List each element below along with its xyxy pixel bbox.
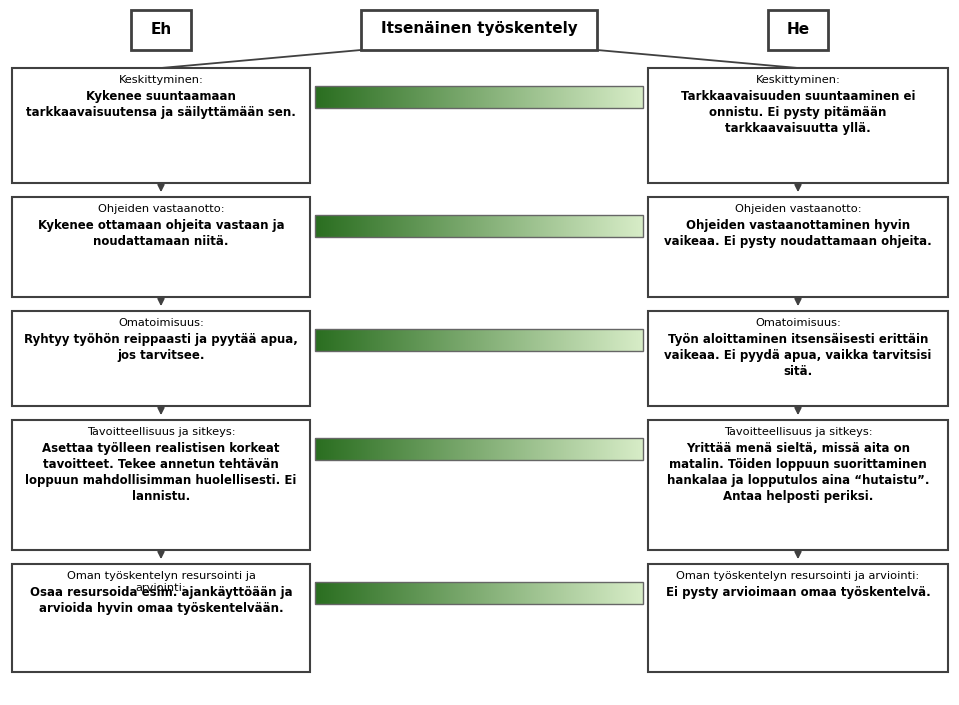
Text: Oman työskentelyn resursointi ja
arviointi:: Oman työskentelyn resursointi ja arvioin…: [66, 571, 255, 594]
Text: Osaa resursoida esim. ajankäyttöään ja
arvioida hyvin omaa työskentelvään.: Osaa resursoida esim. ajankäyttöään ja a…: [30, 586, 292, 615]
Text: He: He: [786, 21, 809, 37]
Text: Työn aloittaminen itsensäisesti erittäin
vaikeaa. Ei pyydä apua, vaikka tarvitsi: Työn aloittaminen itsensäisesti erittäin…: [665, 333, 932, 378]
Text: Itsenäinen työskentely: Itsenäinen työskentely: [381, 21, 577, 37]
Text: Asettaa työlleen realistisen korkeat
tavoitteet. Tekee annetun tehtävän
loppuun : Asettaa työlleen realistisen korkeat tav…: [25, 442, 296, 503]
Bar: [648, 420, 948, 550]
Bar: [315, 329, 643, 351]
Bar: [315, 215, 643, 237]
Text: Ei pysty arvioimaan omaa työskentelvä.: Ei pysty arvioimaan omaa työskentelvä.: [666, 586, 930, 599]
Bar: [648, 197, 948, 297]
Bar: [315, 438, 643, 460]
Text: Yrittää menä sieltä, missä aita on
matalin. Töiden loppuun suorittaminen
hankala: Yrittää menä sieltä, missä aita on matal…: [667, 442, 929, 503]
Bar: [12, 564, 310, 672]
Text: Eh: Eh: [151, 21, 172, 37]
Text: Omatoimisuus:: Omatoimisuus:: [755, 318, 841, 328]
Text: Kykenee ottamaan ohjeita vastaan ja
noudattamaan niitä.: Kykenee ottamaan ohjeita vastaan ja noud…: [37, 219, 284, 248]
Bar: [315, 582, 643, 604]
Text: Keskittyminen:: Keskittyminen:: [119, 75, 203, 85]
Bar: [12, 311, 310, 406]
Text: Ohjeiden vastaanotto:: Ohjeiden vastaanotto:: [98, 204, 224, 214]
Bar: [648, 68, 948, 183]
Text: Ohjeiden vastaanotto:: Ohjeiden vastaanotto:: [735, 204, 861, 214]
Bar: [12, 197, 310, 297]
Text: Tarkkaavaisuuden suuntaaminen ei
onnistu. Ei pysty pitämään
tarkkaavaisuutta yll: Tarkkaavaisuuden suuntaaminen ei onnistu…: [681, 90, 915, 135]
Text: Oman työskentelyn resursointi ja arviointi:: Oman työskentelyn resursointi ja arvioin…: [676, 571, 920, 581]
Bar: [315, 86, 643, 108]
Text: Tavoitteellisuus ja sitkeys:: Tavoitteellisuus ja sitkeys:: [724, 427, 873, 437]
Text: Omatoimisuus:: Omatoimisuus:: [118, 318, 204, 328]
Text: Keskittyminen:: Keskittyminen:: [756, 75, 840, 85]
Text: Tavoitteellisuus ja sitkeys:: Tavoitteellisuus ja sitkeys:: [86, 427, 235, 437]
Bar: [768, 10, 828, 50]
Text: Ohjeiden vastaanottaminen hyvin
vaikeaa. Ei pysty noudattamaan ohjeita.: Ohjeiden vastaanottaminen hyvin vaikeaa.…: [665, 219, 932, 248]
Bar: [131, 10, 191, 50]
Bar: [12, 68, 310, 183]
Text: Ryhtyy työhön reippaasti ja pyytää apua,
jos tarvitsee.: Ryhtyy työhön reippaasti ja pyytää apua,…: [24, 333, 298, 362]
Bar: [648, 311, 948, 406]
Bar: [648, 564, 948, 672]
Bar: [12, 420, 310, 550]
Bar: [361, 10, 597, 50]
Text: Kykenee suuntaamaan
tarkkaavaisuutensa ja säilyttämään sen.: Kykenee suuntaamaan tarkkaavaisuutensa j…: [26, 90, 296, 119]
